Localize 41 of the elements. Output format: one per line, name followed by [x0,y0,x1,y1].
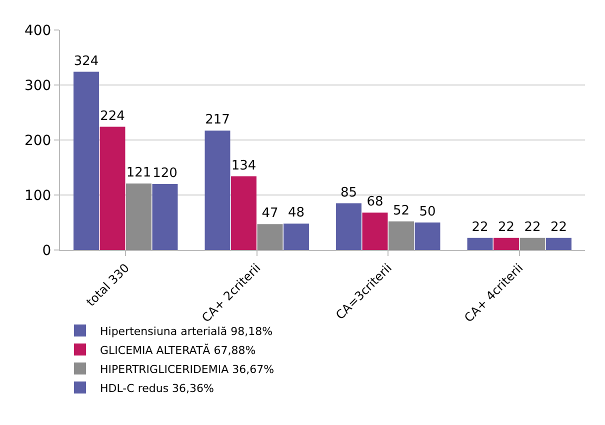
data-label: 22 [498,220,515,235]
bar [100,126,126,250]
bar [414,222,440,250]
bar [204,130,230,250]
bar [362,212,388,250]
data-label: 50 [419,204,436,220]
data-label: 52 [392,203,410,218]
y-tick-label: 300 [24,78,52,94]
legend-label: HIPERTRIGLICERIDEMIA 36,67% [100,362,274,376]
bar [284,224,309,250]
bar [494,238,519,250]
data-label: 68 [366,194,384,210]
y-tick-label: 100 [24,188,52,204]
y-tick-label: 400 [24,22,52,39]
legend-label: Hipertensiuna arterială 98,18% [100,324,273,338]
data-label: 85 [340,185,358,200]
bar [467,238,493,250]
bar [520,238,546,250]
bar [336,203,362,250]
bar [74,72,99,250]
data-label: 22 [524,220,541,235]
data-label: 324 [74,54,99,69]
data-label: 121 [126,165,152,180]
bar [231,176,256,250]
data-label: 217 [205,112,230,128]
bar [388,221,414,250]
data-label: 134 [231,158,256,174]
legend-label: GLICEMIA ALTERATĂ 67,88% [100,342,256,357]
y-tick-label: 0 [42,242,52,259]
y-tick-label: 200 [24,132,52,149]
data-label: 22 [472,220,488,235]
bar [152,184,178,250]
bar [126,183,152,250]
data-label: 120 [152,166,178,181]
bar [546,238,572,250]
data-label: 224 [100,108,125,124]
legend-label: HDL-C redus 36,36% [100,382,214,395]
data-label: 47 [262,206,278,222]
bar [257,224,283,250]
data-label: 48 [288,206,305,221]
data-label: 22 [550,220,568,235]
